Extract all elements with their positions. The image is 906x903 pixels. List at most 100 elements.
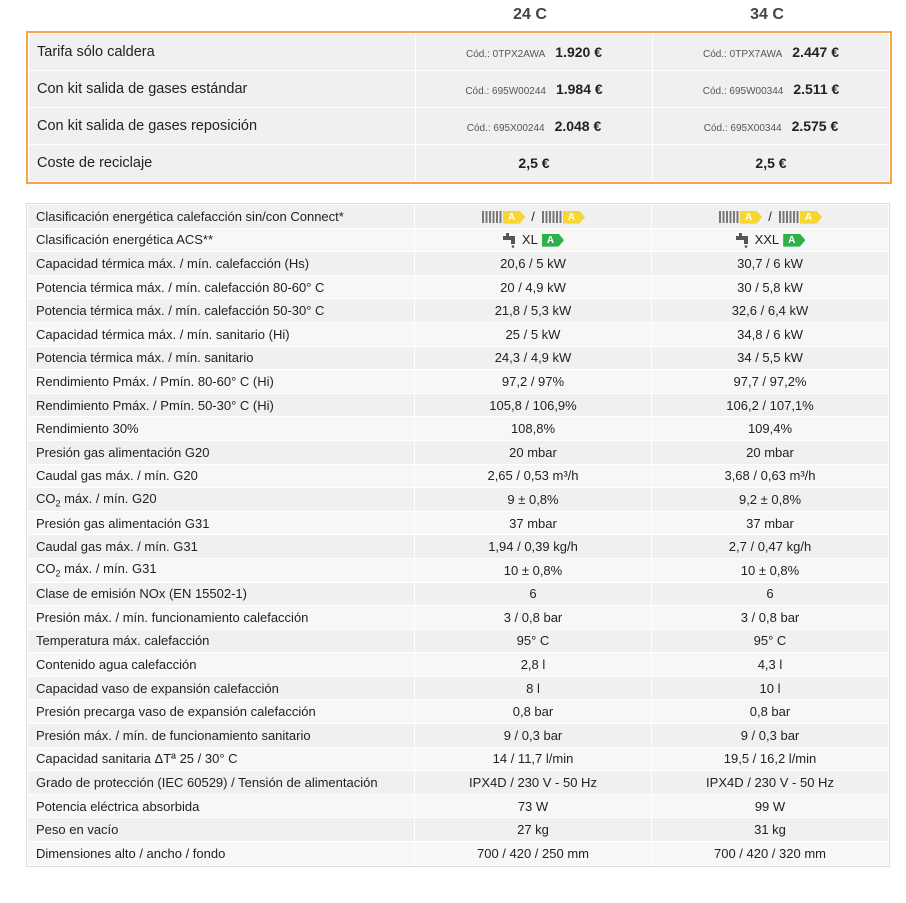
spec-row: Caudal gas máx. / mín. G31 1,94 / 0,39 kg… [28,535,888,558]
price-row: Con kit salida de gases estándar Cód.: 69… [29,71,889,107]
row-label: Peso en vacío [28,818,414,842]
spec-value: 3 / 0,8 bar [415,606,651,629]
price: 2.048 € [554,117,602,134]
price-cell: 2,5 € [653,145,889,181]
spec-row: Presión gas alimentación G20 20 mbar 20 mb… [28,440,888,464]
row-label: Presión gas alimentación G31 [28,511,414,535]
label-part: máx. / mín. G31 [60,561,157,577]
spec-value: 10 l [652,676,888,700]
spec-row: CO2 máx. / mín. G31 10 ± 0,8% 10 ± 0,8% [28,558,888,582]
price-cell: Cód.: 695X00244 2.048 € [416,108,652,144]
price-cell: 2,5 € [416,145,652,181]
spec-value: 20 mbar [415,440,651,464]
spec-value: 24,3 / 4,9 kW [415,346,651,370]
spec-row: Presión máx. / mín. funcionamiento calef… [28,606,888,629]
price: 2.447 € [792,43,839,60]
spec-value: 37 mbar [652,511,888,535]
spec-row: Presión máx. / mín. de funcionamiento sa… [28,724,888,747]
spec-value: 95° C [652,629,888,653]
spec-value: 31 kg [652,818,888,842]
price-cell: Cód.: 695X00344 2.575 € [653,108,889,144]
radiator-icon [541,211,562,224]
spec-value: 34 / 5,5 kW [652,346,888,370]
row-label: Rendimiento 30% [28,417,414,440]
spec-value: 4,3 l [652,653,888,676]
product-code: Cód.: 695X00344 [703,122,782,134]
spec-row: Grado de protección (IEC 60529) / Tensió… [28,771,888,794]
spec-value: IPX4D / 230 V - 50 Hz [652,771,888,794]
separator: / [768,208,772,224]
separator: / [531,208,535,224]
spec-value: 32,6 / 6,4 kW [652,299,888,322]
subscript: 2 [55,498,61,509]
row-label: Potencia térmica máx. / mín. sanitario [28,346,414,370]
spec-value: 106,2 / 107,1% [652,393,888,417]
spec-row: Potencia eléctrica absorbida 73 W 99 W [28,794,888,818]
spec-row: Dimensiones alto / ancho / fondo 700 / 42… [28,842,888,865]
spec-value: 97,2 / 97% [415,370,651,393]
spec-row: Temperatura máx. calefacción 95° C 95° C [28,629,888,653]
product-code: Cód.: 0TPX7AWA [702,48,783,60]
spec-row: Potencia térmica máx. / mín. calefacción… [28,299,888,322]
price: 2.575 € [791,117,839,134]
price: 2,5 € [755,154,787,171]
row-label: Presión máx. / mín. funcionamiento calef… [28,606,414,629]
row-label: Capacidad sanitaria ΔTª 25 / 30° C [28,747,414,771]
spec-value: 20,6 / 5 kW [415,252,651,275]
spec-value: 8 l [415,676,651,700]
spec-value: 108,8% [415,417,651,440]
spec-row: Caudal gas máx. / mín. G20 2,65 / 0,53 m³… [28,464,888,488]
spec-row: Potencia térmica máx. / mín. sanitario 24… [28,346,888,370]
spec-row: Rendimiento Pmáx. / Pmín. 80-60° C (Hi) 9… [28,370,888,393]
spec-value: 105,8 / 106,9% [415,393,651,417]
spec-value: 25 / 5 kW [415,322,651,346]
row-label: Potencia eléctrica absorbida [28,794,414,818]
spec-row: Presión gas alimentación G31 37 mbar 37 mb… [28,511,888,535]
price-cell: Cód.: 0TPX2AWA 1.920 € [416,34,652,70]
label-part: CO [36,490,56,506]
spec-row: Contenido agua calefacción 2,8 l 4,3 l [28,653,888,676]
spec-value: 2,7 / 0,47 kg/h [652,535,888,558]
spec-value: XXL A [652,228,888,252]
spec-value: 3,68 / 0,63 m³/h [652,464,888,488]
spec-value: 30 / 5,8 kW [652,275,888,299]
spec-value: 97,7 / 97,2% [652,370,888,393]
price-table: Tarifa sólo caldera Cód.: 0TPX2AWA 1.920 €… [26,31,892,184]
spec-value: 27 kg [415,818,651,842]
load-profile: XXL [754,231,780,247]
row-label: CO2 máx. / mín. G20 [28,488,414,511]
price: 2,5 € [518,154,550,171]
label-part: CO [36,561,56,577]
spec-value: 3 / 0,8 bar [652,606,888,629]
row-label: Capacidad térmica máx. / mín. sanitario … [28,322,414,346]
spec-value: 0,8 bar [652,700,888,724]
subscript: 2 [55,569,61,579]
spec-value: 37 mbar [415,511,651,535]
price-row: Con kit salida de gases reposición Cód.: … [29,108,889,144]
energy-class: A [562,210,586,224]
spec-row: Capacidad térmica máx. / mín. sanitario … [28,322,888,346]
spec-value: 6 [415,582,651,606]
product-code: Cód.: 695X00244 [466,122,545,134]
row-label: Presión gas alimentación G20 [28,440,414,464]
row-label: Clasificación energética calefacción sin… [28,205,414,228]
column-header: 34 C [750,6,784,23]
row-label: Con kit salida de gases reposición [29,108,415,144]
radiator-icon [481,211,502,224]
radiator-icon [718,211,739,224]
tap-icon [735,233,748,248]
spec-value: IPX4D / 230 V - 50 Hz [415,771,651,794]
energy-class: A [783,233,806,247]
spec-row: Potencia térmica máx. / mín. calefacción… [28,275,888,299]
radiator-icon [778,211,799,224]
spec-value: 109,4% [652,417,888,440]
spec-value: 21,8 / 5,3 kW [415,299,651,322]
spec-value: 14 / 11,7 l/min [415,747,651,771]
spec-value: 9,2 ± 0,8% [652,488,888,511]
row-label: Con kit salida de gases estándar [29,71,415,107]
price: 1.984 € [555,80,603,97]
price: 2.511 € [793,80,840,97]
price-cell: Cód.: 695W00244 1.984 € [416,71,652,107]
spec-value: 10 ± 0,8% [415,558,651,582]
